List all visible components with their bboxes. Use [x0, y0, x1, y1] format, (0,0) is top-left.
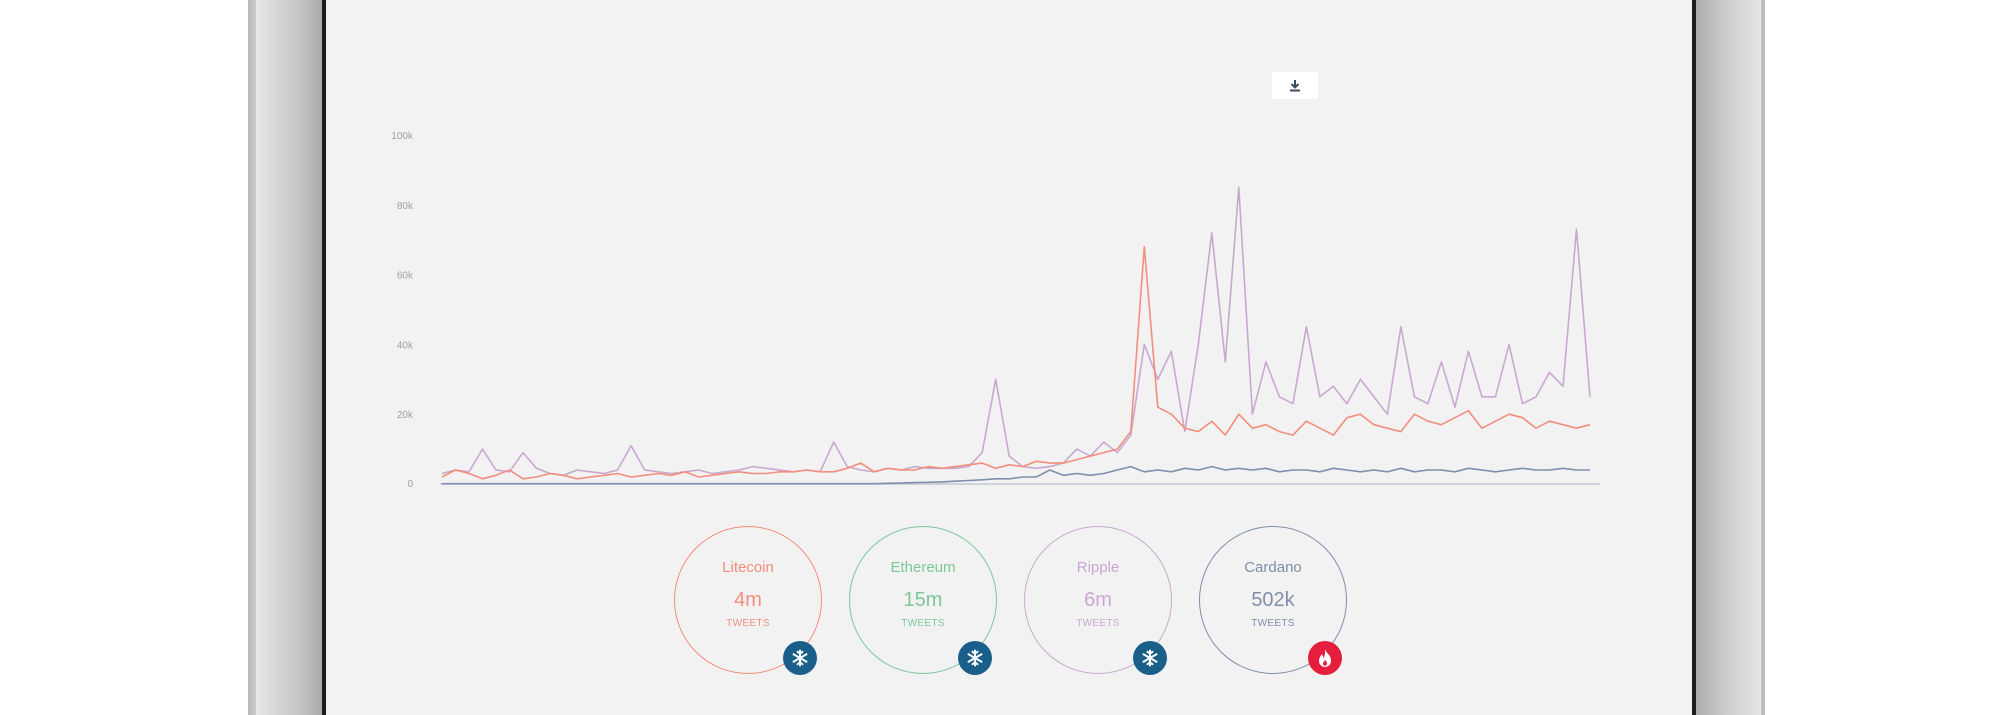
coin-tweet-count: 15m — [903, 589, 943, 611]
cold-badge — [783, 641, 817, 675]
y-tick-label: 40k — [397, 340, 414, 351]
series-line-ripple — [441, 186, 1591, 477]
coin-card-ethereum[interactable]: Ethereum 15m TWEETS — [849, 526, 997, 675]
download-icon — [1290, 79, 1300, 91]
coin-tweet-unit: TWEETS — [1251, 618, 1295, 629]
device-frame-right-edge — [1693, 0, 1761, 715]
y-tick-label: 60k — [397, 271, 414, 282]
coin-name: Cardano — [1244, 559, 1302, 576]
coin-card-litecoin[interactable]: Litecoin 4m TWEETS — [674, 526, 822, 675]
flame-icon — [1319, 649, 1331, 667]
y-tick-label: 0 — [407, 479, 413, 490]
series-line-cardano — [442, 465, 1590, 485]
hot-badge — [1308, 641, 1342, 675]
cold-badge — [958, 641, 992, 675]
snowflake-icon — [967, 649, 983, 667]
coin-tweet-unit: TWEETS — [726, 618, 770, 629]
coin-name: Litecoin — [722, 559, 774, 576]
screen — [326, 0, 1692, 715]
coin-tweet-unit: TWEETS — [1076, 618, 1120, 629]
snowflake-icon — [1142, 649, 1158, 667]
coin-name: Ripple — [1076, 559, 1120, 576]
coin-card-ripple[interactable]: Ripple 6m TWEETS — [1024, 526, 1172, 675]
coin-summary-row: Litecoin 4m TWEETS Ethereum 15m TWEETS R… — [346, 526, 1347, 681]
coin-tweet-count: 4m — [734, 589, 762, 611]
coin-tweet-count: 502k — [1251, 589, 1295, 611]
series-line-litecoin — [441, 245, 1591, 480]
download-button[interactable] — [1272, 72, 1318, 99]
coin-name: Ethereum — [890, 559, 956, 576]
y-tick-label: 80k — [397, 201, 414, 212]
device-frame-left-edge — [256, 0, 324, 715]
y-tick-label: 100k — [391, 131, 414, 142]
y-tick-label: 20k — [397, 410, 414, 421]
coin-tweet-count: 6m — [1084, 589, 1112, 611]
snowflake-icon — [792, 649, 808, 667]
cold-badge — [1133, 641, 1167, 675]
coin-card-cardano[interactable]: Cardano 502k TWEETS — [1199, 526, 1347, 675]
coin-tweet-unit: TWEETS — [901, 618, 945, 629]
